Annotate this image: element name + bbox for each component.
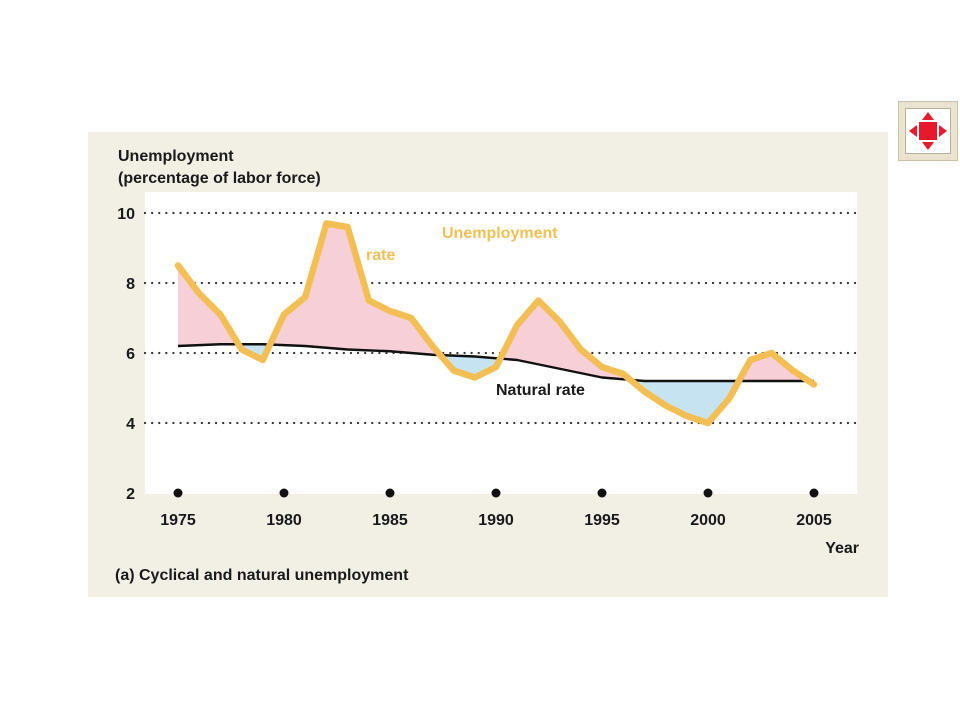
x-tick-label-1980: 1980	[266, 512, 302, 529]
y-tick-label-10: 10	[117, 206, 135, 223]
cyclical-area-above-2	[270, 223, 441, 356]
cyclical-area-above-4	[500, 300, 631, 380]
chart-figure: Unemployment (percentage of labor force)…	[88, 132, 888, 597]
x-tick-dot-1990	[491, 488, 501, 498]
y-tick-labels: 2 4 6 8 10	[117, 206, 135, 503]
cyclical-area-below-5	[630, 379, 739, 423]
expand-button-frame	[905, 108, 951, 154]
y-tick-label-6: 6	[126, 346, 135, 363]
y-tick-label-8: 8	[126, 276, 135, 293]
x-tick-label-1975: 1975	[160, 512, 196, 529]
x-tick-dot-2005	[809, 488, 819, 498]
x-tick-labels: 1975 1980 1985 1990 1995 2000 2005	[160, 512, 832, 529]
unemployment-rate-line	[174, 220, 818, 427]
y-tick-label-2: 2	[126, 486, 135, 503]
unemployment-rate-label-line1: Unemployment	[442, 225, 558, 242]
x-tick-label-1985: 1985	[372, 512, 408, 529]
x-tick-label-1990: 1990	[478, 512, 514, 529]
x-tick-markers	[173, 488, 819, 498]
x-tick-dot-1995	[597, 488, 607, 498]
y-axis-label-line1: Unemployment	[118, 148, 234, 165]
x-tick-dot-1980	[279, 488, 289, 498]
natural-rate-line	[177, 343, 814, 383]
y-axis-label-line2: (percentage of labor force)	[118, 170, 321, 187]
x-axis-label: Year	[825, 540, 859, 557]
x-tick-dot-1975	[173, 488, 183, 498]
y-tick-label-4: 4	[126, 416, 135, 433]
expand-arrows-icon	[909, 112, 947, 150]
chart-caption: (a) Cyclical and natural unemployment	[115, 567, 409, 584]
x-tick-label-2000: 2000	[690, 512, 726, 529]
natural-rate-label: Natural rate	[496, 382, 585, 399]
x-tick-label-1995: 1995	[584, 512, 620, 529]
chart-svg: Unemployment (percentage of labor force)…	[115, 148, 859, 584]
x-tick-label-2005: 2005	[796, 512, 832, 529]
series-lines	[174, 220, 818, 427]
expand-button[interactable]	[898, 101, 958, 161]
x-tick-dot-1985	[385, 488, 395, 498]
plot-area	[145, 192, 857, 494]
unemployment-rate-label-line2: rate	[366, 247, 395, 264]
x-tick-dot-2000	[703, 488, 713, 498]
